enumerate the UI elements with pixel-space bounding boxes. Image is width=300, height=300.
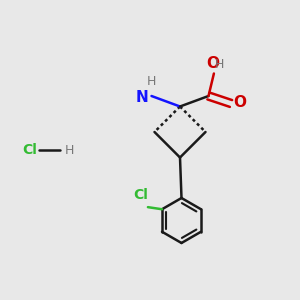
Text: O: O xyxy=(233,95,246,110)
Text: O: O xyxy=(206,56,219,70)
Text: H: H xyxy=(64,143,74,157)
Text: Cl: Cl xyxy=(134,188,148,202)
Text: H: H xyxy=(146,76,156,88)
Text: N: N xyxy=(135,90,148,105)
Text: H: H xyxy=(214,58,224,70)
Text: Cl: Cl xyxy=(22,143,38,157)
